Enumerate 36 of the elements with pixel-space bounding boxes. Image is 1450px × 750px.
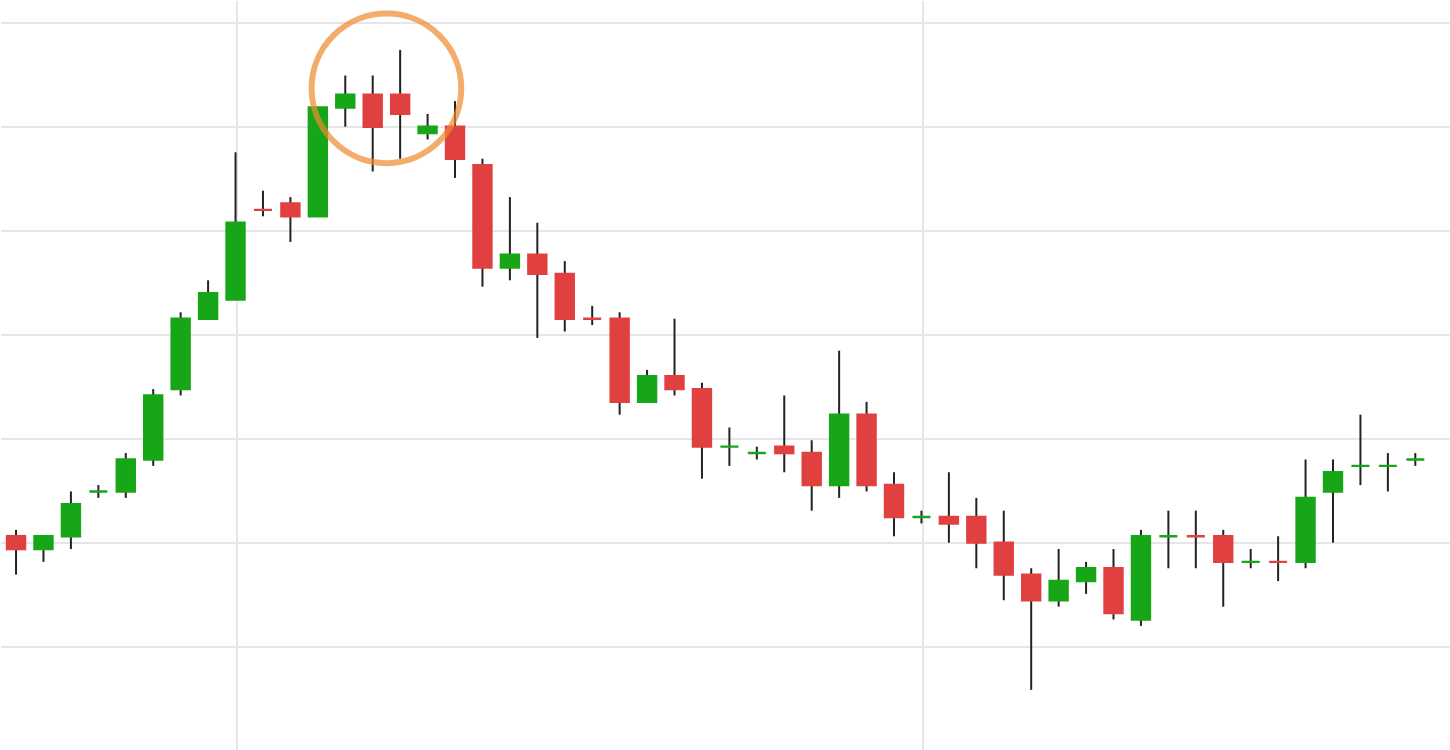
candlestick xyxy=(499,196,521,282)
candlestick xyxy=(554,260,575,333)
candlestick xyxy=(1240,548,1261,570)
candlestick xyxy=(1020,567,1042,691)
candlestick xyxy=(252,189,274,218)
candlestick xyxy=(1377,452,1399,493)
candlestick xyxy=(1322,458,1344,544)
candlestick xyxy=(280,196,301,243)
candlestick xyxy=(1075,560,1097,595)
candlestick xyxy=(883,471,905,538)
candlestick xyxy=(197,279,219,320)
candlestick xyxy=(774,394,795,474)
candlestick xyxy=(417,112,438,141)
candlestick xyxy=(636,368,658,404)
candlestick xyxy=(1350,413,1371,487)
candlestick xyxy=(1267,535,1289,583)
candlestick xyxy=(5,528,27,576)
candlestick xyxy=(362,74,383,173)
candlestick xyxy=(993,509,1014,602)
candlestick xyxy=(527,221,548,339)
candlestick xyxy=(664,317,685,397)
candlestick xyxy=(1158,509,1179,570)
candlestick xyxy=(115,452,136,499)
candlestick xyxy=(582,304,603,327)
candlestick xyxy=(938,471,960,544)
candlestick xyxy=(1213,528,1234,608)
candlestick xyxy=(719,426,740,467)
candlestick xyxy=(60,490,82,551)
candlestick xyxy=(33,535,54,563)
candlestick xyxy=(966,496,987,570)
candlestick xyxy=(335,74,356,128)
candlestick xyxy=(389,48,411,160)
candlestick xyxy=(1048,548,1069,608)
candlestick xyxy=(1185,509,1207,570)
candlestick xyxy=(801,439,822,512)
candlestick xyxy=(1103,548,1124,621)
